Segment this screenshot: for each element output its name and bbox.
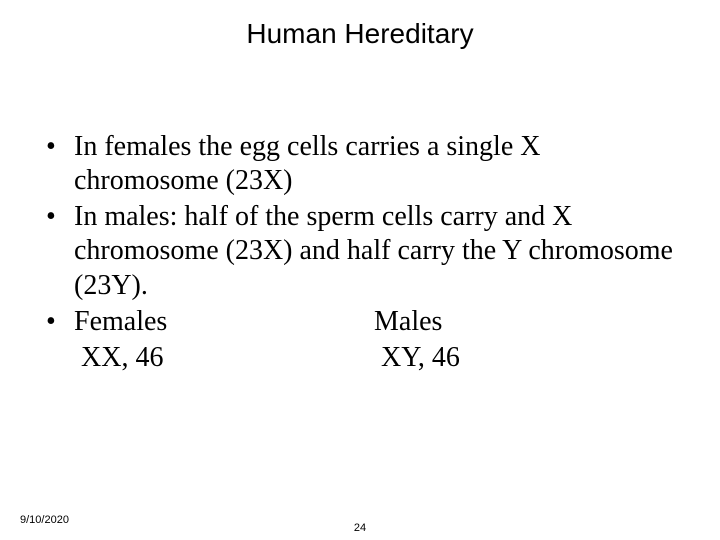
bullet-item: • Females Males	[40, 305, 680, 339]
bullet-item: • In females the egg cells carries a sin…	[40, 130, 680, 198]
bullet-marker-icon: •	[40, 305, 74, 339]
bullet-text: In females the egg cells carries a singl…	[74, 130, 680, 198]
col-females-label: Females	[74, 305, 374, 339]
bullet-marker-icon: •	[40, 130, 74, 198]
bullet-marker-icon: •	[40, 200, 74, 302]
bullet-subrow: XX, 46 XY, 46	[40, 341, 680, 375]
slide-body: • In females the egg cells carries a sin…	[0, 50, 720, 375]
bullet-text: In males: half of the sperm cells carry …	[74, 200, 680, 302]
slide-title: Human Hereditary	[0, 0, 720, 50]
bullet-item: • In males: half of the sperm cells carr…	[40, 200, 680, 302]
footer-page-number: 24	[0, 522, 720, 534]
col-females-value: XX, 46	[74, 341, 374, 375]
bullet-two-col: Females Males	[74, 305, 680, 339]
col-males-value: XY, 46	[374, 341, 680, 375]
col-males-label: Males	[374, 305, 680, 339]
